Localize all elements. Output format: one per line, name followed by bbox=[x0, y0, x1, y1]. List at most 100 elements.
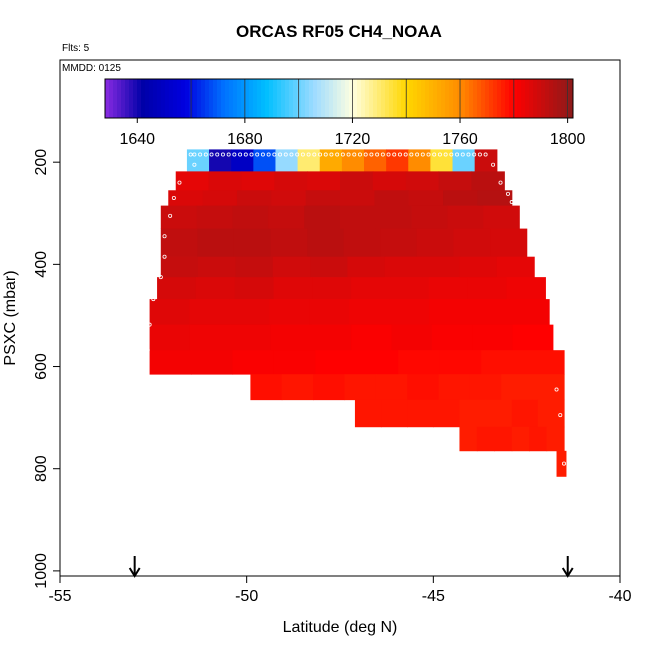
colorbar-segment bbox=[517, 79, 522, 118]
colorbar-segment bbox=[381, 79, 386, 118]
sample-point bbox=[300, 152, 305, 157]
y-tick-label: 800 bbox=[33, 455, 50, 482]
heatmap-cell bbox=[372, 171, 407, 191]
heatmap-cell bbox=[313, 374, 346, 401]
colorbar-segment bbox=[557, 79, 562, 118]
heatmap-cell bbox=[209, 149, 232, 172]
colorbar-segment bbox=[193, 79, 198, 118]
colorbar-segment bbox=[201, 79, 206, 118]
heatmap-cell bbox=[452, 149, 476, 172]
sample-point bbox=[260, 152, 265, 157]
sample-point bbox=[147, 322, 152, 327]
heatmap-cell bbox=[305, 190, 341, 207]
sample-point bbox=[420, 152, 425, 157]
sample-point bbox=[375, 152, 380, 157]
colorbar-segment bbox=[241, 79, 246, 118]
heatmap-cell bbox=[380, 228, 418, 258]
sample-point bbox=[498, 180, 503, 185]
heatmap-cell bbox=[443, 190, 478, 207]
heatmap-cell bbox=[160, 228, 198, 258]
heatmap-cell bbox=[438, 171, 473, 191]
heatmap-cells bbox=[149, 149, 567, 477]
sample-point bbox=[335, 152, 340, 157]
colorbar-segment bbox=[305, 79, 310, 118]
heatmap-cell bbox=[319, 149, 343, 172]
colorbar-tick-label: 1720 bbox=[335, 131, 371, 148]
chart-title: ORCAS RF05 CH4_NOAA bbox=[236, 22, 442, 41]
heatmap-cell bbox=[231, 149, 254, 172]
heatmap-cell bbox=[511, 426, 530, 452]
colorbar-segment bbox=[501, 79, 506, 118]
colorbar-segment bbox=[149, 79, 154, 118]
x-axis-label: Latitude (deg N) bbox=[283, 619, 398, 636]
colorbar-segment bbox=[341, 79, 346, 118]
colorbar-segment bbox=[329, 79, 334, 118]
heatmap-cell bbox=[198, 256, 237, 278]
heatmap-cell bbox=[428, 277, 469, 300]
sample-point bbox=[363, 152, 368, 157]
colorbar-segment bbox=[365, 79, 370, 118]
colorbar-segment bbox=[221, 79, 226, 118]
colorbar-segment bbox=[413, 79, 418, 118]
colorbar-segment bbox=[369, 79, 374, 118]
sample-point bbox=[491, 162, 496, 167]
x-tick-label: -40 bbox=[608, 588, 631, 605]
heatmap-cell bbox=[433, 399, 461, 428]
colorbar-segment bbox=[197, 79, 202, 118]
colorbar-segment bbox=[509, 79, 514, 118]
heatmap-cell bbox=[304, 205, 341, 229]
colorbar-segment bbox=[213, 79, 218, 118]
sample-point bbox=[232, 152, 237, 157]
sample-point bbox=[397, 152, 402, 157]
heatmap-cell bbox=[191, 350, 234, 375]
heatmap-cell bbox=[389, 299, 430, 326]
colorbar-segment bbox=[533, 79, 538, 118]
heatmap-cell bbox=[351, 324, 393, 351]
flights-label: Flts: 5 bbox=[62, 43, 90, 54]
colorbar-segment bbox=[185, 79, 190, 118]
heatmap-cell bbox=[197, 228, 235, 258]
colorbar-segment bbox=[249, 79, 254, 118]
colorbar-segment bbox=[393, 79, 398, 118]
colorbar-segment bbox=[401, 79, 406, 118]
heatmap-cell bbox=[202, 190, 238, 207]
heatmap-cell bbox=[469, 299, 510, 326]
colorbar-segment bbox=[117, 79, 122, 118]
heatmap-cell bbox=[386, 149, 409, 172]
heatmap-cell bbox=[384, 256, 423, 278]
sample-point bbox=[220, 152, 225, 157]
colorbar-segment bbox=[261, 79, 266, 118]
heatmap-cell bbox=[381, 399, 408, 428]
colorbar-segment bbox=[353, 79, 358, 118]
colorbar-segment bbox=[377, 79, 382, 118]
heatmap-cell bbox=[343, 228, 381, 258]
colorbar-tick-label: 1760 bbox=[442, 131, 478, 148]
heatmap-cell bbox=[447, 205, 484, 229]
heatmap-cell bbox=[189, 299, 231, 326]
y-axis: 200 400 600 800 1000 bbox=[33, 149, 60, 589]
colorbar-segment bbox=[561, 79, 566, 118]
sample-point bbox=[177, 180, 182, 185]
heatmap-cell bbox=[501, 374, 534, 401]
heatmap-cell bbox=[273, 277, 313, 300]
colorbar-segment bbox=[113, 79, 118, 118]
sample-point bbox=[472, 152, 477, 157]
colorbar-segment bbox=[513, 79, 518, 118]
heatmap-cell bbox=[234, 277, 275, 300]
colorbar-segment bbox=[397, 79, 402, 118]
heatmap-cell bbox=[354, 399, 382, 428]
heatmap-cell bbox=[471, 171, 505, 191]
sample-point bbox=[477, 152, 482, 157]
colorbar-segment bbox=[505, 79, 510, 118]
sample-point bbox=[403, 152, 408, 157]
heatmap-cell bbox=[439, 350, 482, 375]
colorbar-segment bbox=[493, 79, 498, 118]
sample-point bbox=[278, 152, 283, 157]
colorbar-segment bbox=[465, 79, 470, 118]
heatmap-cell bbox=[307, 228, 345, 258]
heatmap-cell bbox=[405, 171, 440, 191]
colorbar-segment bbox=[497, 79, 502, 118]
heatmap-cell bbox=[236, 190, 272, 207]
x-tick-label: -50 bbox=[235, 588, 258, 605]
